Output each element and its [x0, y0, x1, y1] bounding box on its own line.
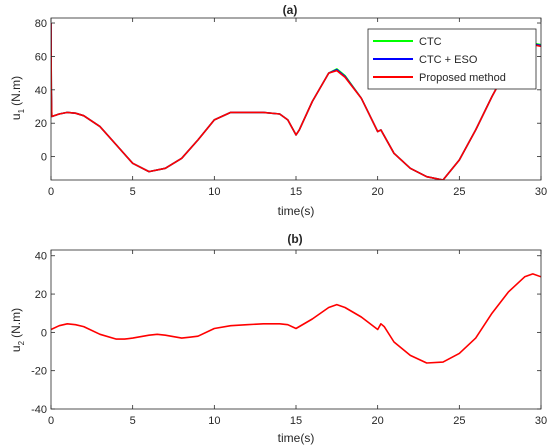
y-tick-label: -40: [31, 404, 47, 416]
x-tick-label: 0: [48, 415, 54, 427]
panel-a-plot: 0 5 10 15 20 25 30 0 20 40 60 80: [35, 17, 547, 198]
panel-b: (b) 0 5 10 15 20 25 30 -40 -20 0 20 40 time(s) u2(N…: [9, 232, 547, 445]
y-tick-label: 40: [35, 251, 47, 263]
panel-a-ylabel: u1(N.m): [9, 76, 26, 120]
x-tick-label: 25: [453, 186, 465, 198]
panel-a-legend: CTC CTC + ESO Proposed method: [367, 28, 537, 90]
x-tick-label: 5: [130, 415, 136, 427]
y-tick-label: 20: [35, 118, 47, 130]
x-tick-label: 25: [453, 415, 465, 427]
x-tick-label: 15: [290, 186, 302, 198]
panel-a-title: (a): [283, 3, 298, 17]
x-tick-label: 0: [48, 186, 54, 198]
y-tick-label: 40: [35, 85, 47, 97]
panel-a-xlabel: time(s): [278, 204, 315, 218]
y-tick-label: 20: [35, 289, 47, 301]
x-tick-label: 10: [208, 186, 220, 198]
y-tick-label: 80: [35, 18, 47, 30]
x-tick-label: 20: [372, 186, 384, 198]
series-line-proposed-method: [51, 22, 541, 180]
panel-b-xlabel: time(s): [278, 431, 315, 445]
y-tick-label: 60: [35, 51, 47, 63]
y-tick-label: -20: [31, 366, 47, 378]
panel-b-ylabel: u2(N.m): [9, 308, 26, 352]
x-tick-label: 5: [130, 186, 136, 198]
panel-b-title: (b): [287, 232, 302, 246]
x-tick-label: 15: [290, 415, 302, 427]
x-tick-label: 20: [372, 415, 384, 427]
y-tick-label: 0: [41, 152, 47, 164]
legend-label: Proposed method: [419, 72, 506, 84]
panel-a: (a) 0 5 10 15 20 25 30 0 20 40 60 80 CTC CTC + ESO Pr…: [9, 3, 547, 218]
axes-box: [50, 249, 542, 410]
x-tick-label: 10: [208, 415, 220, 427]
panel-b-plot: 0 5 10 15 20 25 30 -40 -20 0 20 40: [31, 249, 547, 427]
series-line-u2: [51, 273, 541, 364]
x-tick-label: 30: [535, 186, 547, 198]
y-tick-label: 0: [41, 327, 47, 339]
x-tick-label: 30: [535, 415, 547, 427]
legend-label: CTC + ESO: [419, 54, 478, 66]
legend-label: CTC: [419, 36, 442, 48]
